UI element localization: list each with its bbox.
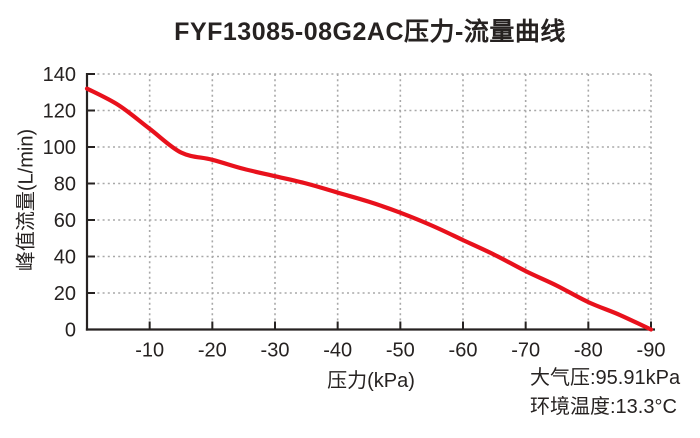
x-tick-label: -80 bbox=[574, 340, 603, 362]
y-axis-label: 峰值流量(L/min) bbox=[15, 128, 38, 272]
y-tick-label: 0 bbox=[65, 320, 76, 342]
x-tick-label: -90 bbox=[637, 340, 666, 362]
x-tick-label: -30 bbox=[261, 340, 290, 362]
x-tick-label: -10 bbox=[135, 340, 164, 362]
y-tick-label: 60 bbox=[54, 210, 76, 232]
x-tick-label: -60 bbox=[449, 340, 478, 362]
y-tick-label: 100 bbox=[43, 137, 76, 159]
y-tick-label: 20 bbox=[54, 283, 76, 305]
x-tick-label: -70 bbox=[511, 340, 540, 362]
y-tick-label: 120 bbox=[43, 101, 76, 123]
y-tick-label: 140 bbox=[43, 64, 76, 86]
atmospheric-pressure-note: 大气压:95.91kPa bbox=[530, 367, 681, 389]
x-axis-label: 压力(kPa) bbox=[327, 370, 415, 392]
x-tick-label: -40 bbox=[323, 340, 352, 362]
y-tick-label: 40 bbox=[54, 247, 76, 269]
test-conditions: 大气压:95.91kPa 环境温度:13.3°C bbox=[530, 364, 680, 422]
y-tick-label: 80 bbox=[54, 174, 76, 196]
chart-title: FYF13085-08G2AC压力-流量曲线 bbox=[174, 18, 566, 46]
flow-curve bbox=[84, 86, 654, 332]
x-tick-label: -50 bbox=[386, 340, 415, 362]
ambient-temperature-note: 环境温度:13.3°C bbox=[530, 396, 677, 418]
x-tick-label: -20 bbox=[198, 340, 227, 362]
